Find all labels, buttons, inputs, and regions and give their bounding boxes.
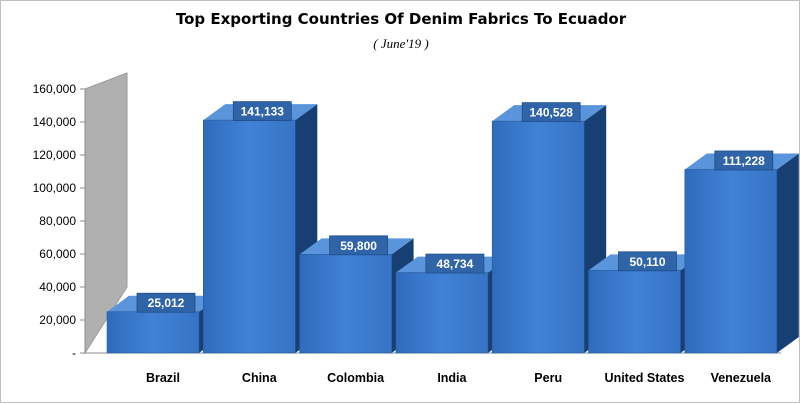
y-tick-label: 20,000	[39, 313, 76, 327]
bar-front	[203, 119, 296, 354]
data-label: 140,528	[530, 106, 574, 120]
data-label-box	[136, 292, 196, 313]
category-label: India	[437, 371, 467, 385]
x-axis-labels: Brazil China Colombia India Peru United State…	[146, 371, 772, 385]
y-tick-label: -	[72, 346, 76, 360]
data-label-box	[232, 101, 292, 122]
y-tick-label: 100,000	[33, 181, 77, 195]
bar: 111,228	[684, 150, 799, 354]
data-label: 59,800	[340, 239, 377, 253]
bar-front	[106, 311, 200, 354]
chart-title: Top Exporting Countries Of Denim Fabrics…	[175, 10, 627, 28]
y-tick-label: 40,000	[39, 280, 76, 294]
data-label: 48,734	[437, 257, 474, 271]
bar-front	[299, 254, 392, 354]
y-tick-label: 160,000	[33, 82, 77, 96]
y-tick-label: 60,000	[39, 247, 76, 261]
bar-front	[491, 120, 585, 354]
data-label-box	[521, 102, 581, 123]
data-label: 50,110	[629, 255, 665, 269]
data-label-box	[329, 235, 389, 256]
bar-front	[588, 270, 681, 354]
bar-front	[395, 272, 489, 354]
y-tick-label: 80,000	[39, 214, 76, 228]
data-label: 111,228	[723, 154, 765, 168]
y-tick-label: 120,000	[33, 148, 77, 162]
y-tick-label: 140,000	[33, 115, 77, 129]
category-label: Brazil	[146, 371, 180, 385]
category-label: Venezuela	[711, 371, 772, 385]
data-label-box	[618, 251, 677, 272]
category-label: China	[242, 371, 278, 385]
data-label: 141,133	[241, 105, 285, 119]
category-label: Colombia	[327, 371, 385, 385]
data-label-box	[425, 253, 485, 274]
chart-subtitle: ( June'19 )	[373, 36, 429, 51]
category-label: Peru	[534, 371, 562, 385]
data-label: 25,012	[148, 296, 185, 310]
y-axis: - 20,000 40,000 60,000 80,000 100,000 120,000 1…	[33, 82, 781, 360]
bar-side	[776, 153, 799, 353]
category-label: United States	[605, 371, 685, 385]
bars: 25,012 141,133 59,800 48,734 140,528 50,110 11…	[106, 101, 799, 354]
bar-front	[684, 169, 778, 354]
data-label-box	[714, 150, 774, 171]
